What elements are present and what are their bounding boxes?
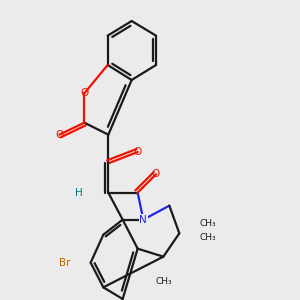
Text: N: N (140, 215, 147, 225)
Text: CH₃: CH₃ (155, 277, 172, 286)
Text: O: O (80, 88, 88, 98)
Text: CH₃: CH₃ (199, 233, 216, 242)
Text: O: O (134, 147, 142, 157)
Text: CH₃: CH₃ (199, 220, 216, 229)
Text: Br: Br (59, 258, 71, 268)
Text: H: H (75, 188, 83, 198)
Text: O: O (152, 169, 160, 179)
Text: O: O (55, 130, 64, 140)
